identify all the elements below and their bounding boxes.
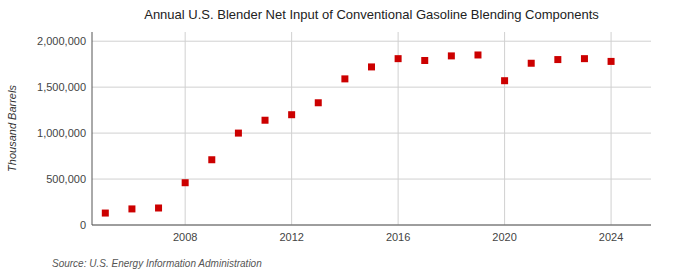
point bbox=[421, 57, 428, 64]
grid-line-y bbox=[92, 133, 651, 134]
point bbox=[341, 75, 348, 82]
grid-line-y bbox=[92, 225, 651, 226]
x-tick-label: 2012 bbox=[279, 231, 303, 243]
x-tick-label: 2008 bbox=[173, 231, 197, 243]
grid-line-y bbox=[92, 41, 651, 42]
point bbox=[501, 77, 508, 84]
point bbox=[474, 51, 481, 58]
y-axis-label: Thousand Barrels bbox=[6, 85, 18, 172]
point bbox=[315, 99, 322, 106]
point bbox=[288, 111, 295, 118]
point bbox=[155, 204, 162, 211]
y-tick-label: 1,500,000 bbox=[37, 81, 86, 93]
point bbox=[262, 117, 269, 124]
y-tick-label: 500,000 bbox=[46, 173, 86, 185]
point bbox=[208, 156, 215, 163]
source-note: Source: U.S. Energy Information Administ… bbox=[52, 258, 262, 269]
y-tick-label: 1,000,000 bbox=[37, 127, 86, 139]
x-axis-line bbox=[92, 225, 651, 226]
point bbox=[528, 60, 535, 67]
grid-line-x bbox=[504, 32, 505, 225]
point bbox=[368, 63, 375, 70]
point bbox=[395, 55, 402, 62]
grid bbox=[92, 32, 651, 225]
points bbox=[102, 51, 615, 216]
point bbox=[128, 205, 135, 212]
chart: Annual U.S. Blender Net Input of Convent… bbox=[0, 0, 675, 275]
point bbox=[182, 179, 189, 186]
point bbox=[608, 58, 615, 65]
point bbox=[102, 210, 109, 217]
axes: 0 500,000 1,000,000 1,500,000 2,000,000 2008 2… bbox=[37, 32, 651, 243]
x-tick-label: 2016 bbox=[386, 231, 410, 243]
x-tick-label: 2020 bbox=[492, 231, 516, 243]
chart-container: Annual U.S. Blender Net Input of Convent… bbox=[0, 0, 675, 275]
point bbox=[554, 56, 561, 63]
grid-line-x bbox=[291, 32, 292, 225]
grid-line-y bbox=[92, 87, 651, 88]
point bbox=[235, 130, 242, 137]
grid-line-x bbox=[185, 32, 186, 225]
title: Annual U.S. Blender Net Input of Convent… bbox=[144, 7, 599, 22]
point bbox=[581, 55, 588, 62]
y-tick-label: 0 bbox=[80, 219, 86, 231]
point bbox=[448, 52, 455, 59]
y-axis-line bbox=[92, 32, 93, 225]
x-tick-label: 2024 bbox=[599, 231, 623, 243]
grid-line-y bbox=[92, 179, 651, 180]
y-tick-label: 2,000,000 bbox=[37, 35, 86, 47]
